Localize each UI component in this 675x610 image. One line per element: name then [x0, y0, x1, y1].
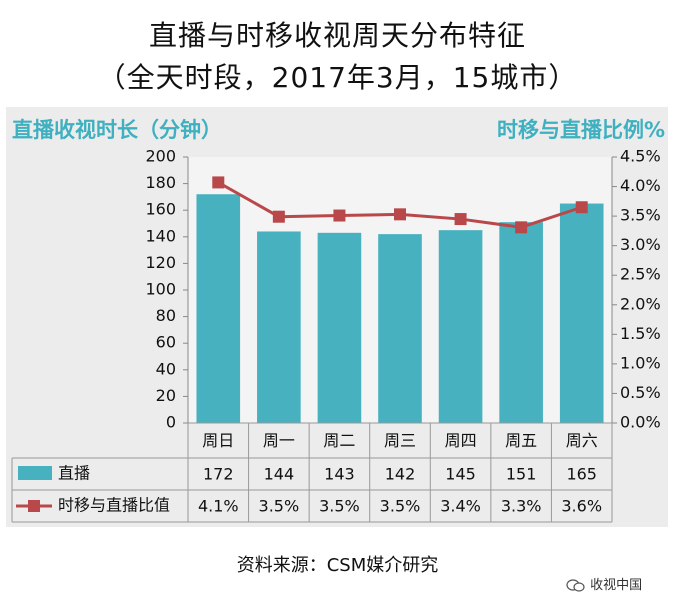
y2-tick-label: 3.0% — [620, 235, 661, 254]
y2-tick-label: 0.0% — [620, 413, 661, 432]
x-tick-label: 周一 — [263, 431, 295, 450]
y-tick-label: 200 — [145, 147, 176, 166]
x-tick-label: 周六 — [566, 431, 598, 450]
legend-line-label: 时移与直播比值 — [58, 496, 170, 515]
ratio-marker — [394, 208, 406, 221]
ratio-marker — [212, 176, 225, 189]
y2-tick-label: 1.0% — [620, 353, 661, 372]
ratio-value-label: 3.5% — [380, 497, 421, 516]
legend-line-marker — [28, 500, 40, 512]
ratio-value-label: 4.1% — [198, 497, 239, 516]
bar — [378, 234, 422, 423]
ratio-marker — [454, 213, 467, 226]
y-tick-label: 160 — [145, 200, 176, 219]
source-note: 资料来源：CSM媒介研究 — [236, 555, 439, 576]
y-tick-label: 120 — [145, 253, 176, 272]
bar-value-label: 145 — [445, 465, 476, 484]
chart-subtitle: （全天时段，2017年3月，15城市） — [97, 61, 578, 94]
y-tick-label: 20 — [156, 386, 176, 405]
bar — [317, 232, 362, 423]
bar — [438, 230, 483, 423]
bar-value-label: 143 — [324, 465, 355, 484]
bar — [257, 231, 301, 423]
y-tick-label: 40 — [156, 359, 176, 378]
bar-value-label: 142 — [385, 465, 416, 484]
ratio-value-label: 3.4% — [440, 497, 481, 516]
y2-tick-label: 2.0% — [620, 294, 661, 313]
legend-bar-label: 直播 — [58, 464, 90, 483]
y-tick-label: 0 — [166, 413, 176, 432]
y2-tick-label: 2.5% — [620, 265, 661, 284]
watermark: 收视中国 — [566, 574, 642, 593]
y2-tick-label: 4.5% — [620, 147, 661, 166]
x-tick-label: 周五 — [505, 431, 537, 450]
x-tick-label: 周日 — [202, 431, 234, 450]
y2-tick-label: 1.5% — [620, 324, 661, 343]
ratio-marker — [333, 209, 346, 222]
chart-title: 直播与时移收视周天分布特征 — [148, 19, 526, 52]
chat-bubble-icon — [566, 578, 585, 592]
y2-tick-label: 0.5% — [620, 383, 661, 402]
bar-value-label: 151 — [506, 465, 537, 484]
watermark-text: 收视中国 — [590, 578, 643, 593]
ratio-value-label: 3.6% — [561, 497, 602, 516]
bar — [559, 203, 604, 423]
ratio-value-label: 3.3% — [501, 497, 542, 516]
bar-value-label: 172 — [203, 465, 234, 484]
y-tick-label: 100 — [145, 280, 176, 299]
ratio-value-label: 3.5% — [319, 497, 360, 516]
y2-tick-label: 3.5% — [620, 206, 661, 225]
x-tick-label: 周二 — [323, 431, 355, 450]
y-tick-label: 80 — [156, 306, 176, 325]
y-axis-title: 直播收视时长（分钟） — [12, 118, 222, 142]
x-tick-label: 周三 — [384, 431, 416, 450]
legend-bar-swatch — [18, 466, 52, 480]
bar-value-label: 165 — [566, 465, 597, 484]
ratio-marker — [575, 201, 588, 214]
y2-tick-label: 4.0% — [620, 176, 661, 195]
y-tick-label: 140 — [145, 226, 176, 245]
y-tick-label: 180 — [145, 173, 176, 192]
bar — [499, 222, 543, 423]
ratio-marker — [272, 210, 285, 223]
y-tick-label: 60 — [156, 333, 176, 352]
x-tick-label: 周四 — [445, 431, 477, 450]
ratio-value-label: 3.5% — [259, 497, 300, 516]
bar-value-label: 144 — [264, 465, 295, 484]
bar — [196, 194, 241, 423]
ratio-marker — [515, 221, 528, 234]
y2-axis-title: 时移与直播比例% — [496, 118, 665, 142]
